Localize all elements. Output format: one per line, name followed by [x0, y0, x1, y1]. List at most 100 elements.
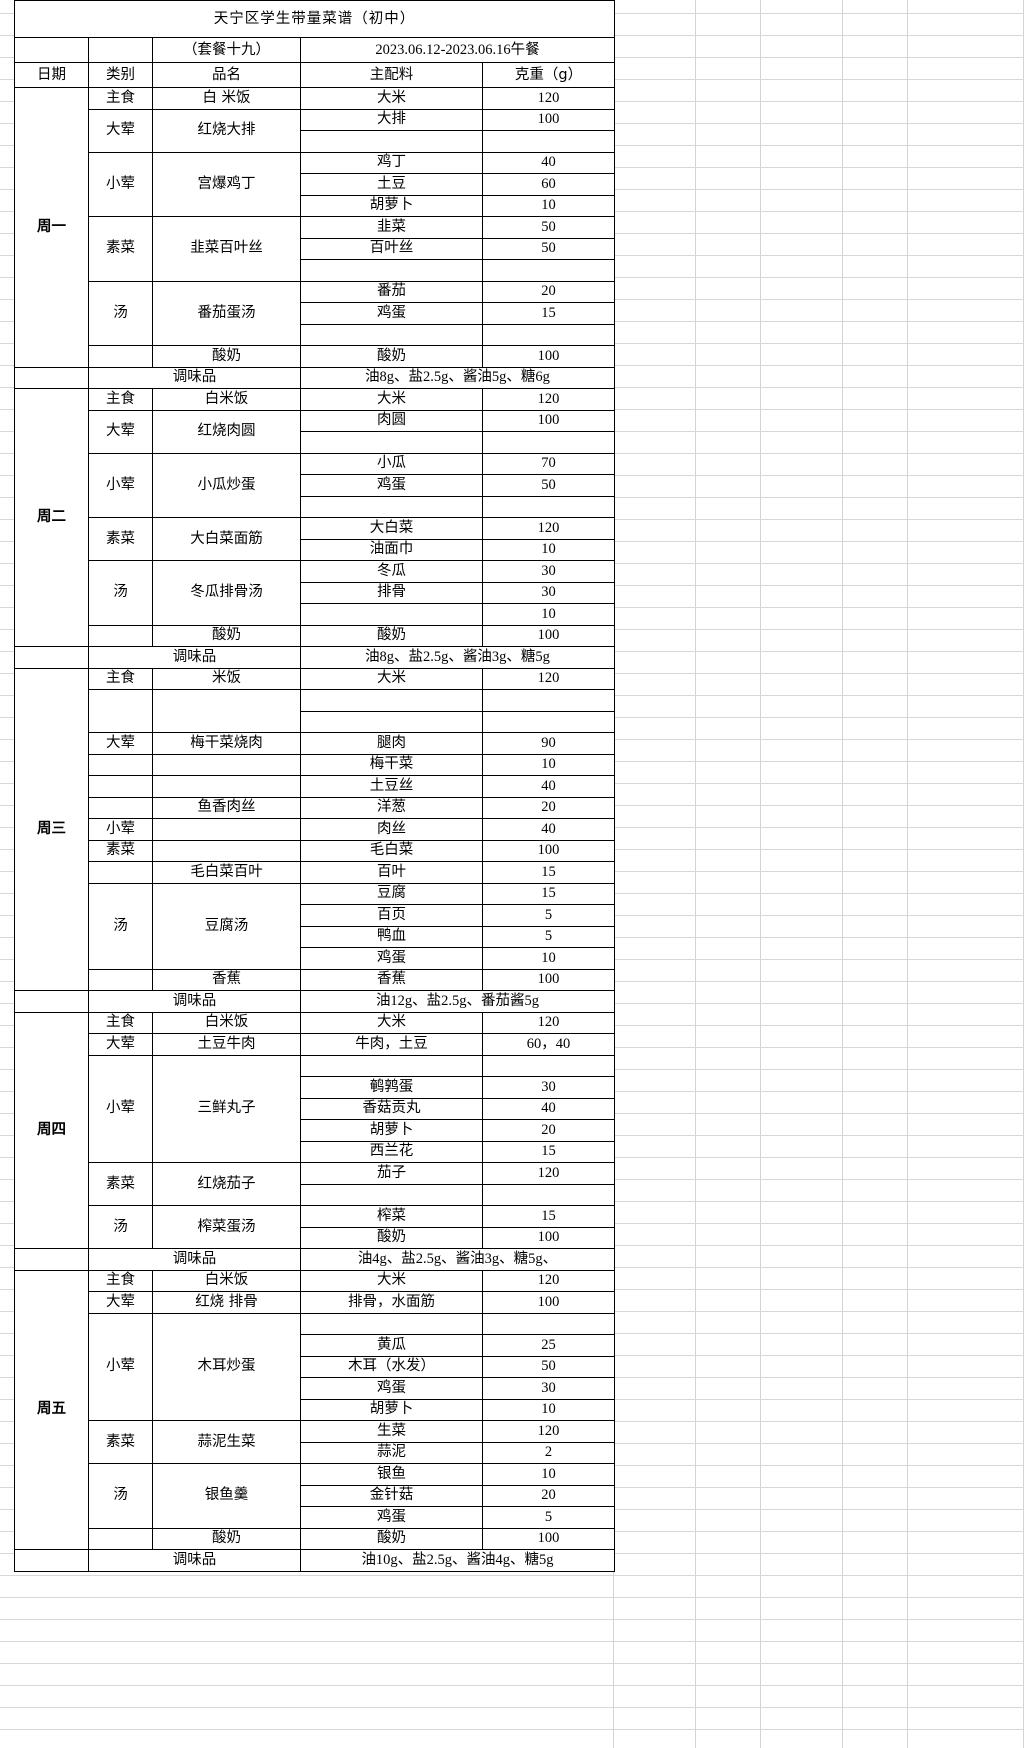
dish-name-cell: 酸奶: [152, 345, 301, 368]
table-row: 周二 主食 白米饭 大米 120: [14, 388, 616, 647]
category-cell: [88, 968, 153, 991]
category-cell: 大荤: [88, 409, 153, 454]
table-row: 大荤 红烧大排 大排 100: [15, 108, 616, 153]
ingredient-cell: [300, 603, 483, 626]
category-cell: 小荤: [88, 151, 153, 217]
dish-name-cell: 红烧 排骨: [152, 1291, 301, 1314]
table-row: 日期 类别 品名 主配料 克重（g）: [14, 62, 616, 88]
weight-cell: 100: [481, 624, 616, 647]
ingredient-cell: 大米: [300, 388, 483, 411]
table-row: 素菜 毛白菜 100: [15, 839, 616, 862]
weight-cell: [481, 1312, 616, 1335]
ingredient-cell: 大白菜: [300, 517, 483, 540]
ingredient-cell: 鸡蛋: [300, 947, 483, 970]
ingredient-cell: 豆腐: [300, 882, 483, 905]
category-cell: 小荤: [88, 1054, 153, 1163]
ingredient-cell: 蒜泥: [300, 1441, 483, 1464]
ingredient-cell: 鸡蛋: [300, 302, 483, 325]
ingredient-cell: 大米: [300, 87, 483, 110]
day-label-5: 周五: [14, 1269, 89, 1550]
table-row: 汤豆腐汤 豆腐 15: [15, 882, 616, 970]
table-row: 鸡蛋 50: [15, 474, 616, 497]
table-row: 酸奶 酸奶 100: [15, 1527, 616, 1550]
weight-cell: 100: [481, 1527, 616, 1550]
weight-cell: 15: [481, 302, 616, 325]
weight-cell: 10: [481, 538, 616, 561]
ingredient-cell: 大米: [300, 1269, 483, 1292]
gridline-horizontal: [0, 1729, 1024, 1730]
ingredient-cell: 金针菇: [300, 1484, 483, 1507]
dish-name-cell: 宫爆鸡丁: [152, 151, 301, 217]
category-cell: 汤: [88, 1463, 153, 1529]
category-cell: 小荤: [88, 818, 153, 841]
weight-cell: 100: [481, 108, 616, 131]
gridline-horizontal: [0, 1641, 1024, 1642]
ingredient-cell: 胡萝卜: [300, 1398, 483, 1421]
table-row: 天宁区学生带量菜谱（初中）: [13, 0, 616, 38]
column-header-date: 日期: [14, 62, 89, 88]
table-row: [15, 259, 616, 282]
seasoning-label: 调味品: [88, 1248, 301, 1271]
weight-cell: [481, 431, 616, 454]
day-label-3: 周三: [14, 667, 89, 991]
category-cell: [88, 345, 153, 368]
weight-cell: 120: [481, 87, 616, 110]
dish-name-cell: 梅干菜烧肉: [152, 732, 301, 755]
menu-table-container: 天宁区学生带量菜谱（初中） （套餐十九） 2023.06.12-2023.06.16…: [13, 0, 616, 1572]
weight-cell: 10: [481, 947, 616, 970]
table-row: 汤冬瓜排骨汤 冬瓜 30: [15, 560, 616, 626]
table-row: [15, 689, 616, 733]
ingredient-cell: 肉圆: [300, 409, 483, 432]
table-row: 大荤 土豆牛肉 牛肉，土豆 60，40: [15, 1033, 616, 1056]
seasoning-value: 油4g、盐2.5g、酱油3g、糖5g、: [299, 1248, 616, 1271]
menu-table: 天宁区学生带量菜谱（初中） （套餐十九） 2023.06.12-2023.06.16…: [13, 0, 616, 1572]
table-row: 酸奶 酸奶 100: [15, 624, 616, 647]
dish-name-cell: 米饭: [152, 667, 301, 690]
ingredient-cell: 番茄: [300, 280, 483, 303]
dish-name-cell: 白 米饭: [152, 87, 301, 110]
dish-name-cell: 红烧肉圆: [152, 409, 301, 454]
ingredient-cell: 大米: [300, 667, 483, 690]
table-row: [15, 130, 616, 153]
weight-cell: 10: [481, 603, 616, 626]
ingredient-cell: 鸡丁: [300, 151, 483, 174]
seasoning-row-date-spacer: [14, 366, 89, 389]
dish-name-cell: 香蕉: [152, 968, 301, 991]
weight-cell: 50: [481, 237, 616, 260]
category-cell: [88, 753, 153, 776]
table-row: 调味品 油10g、盐2.5g、酱油4g、糖5g: [14, 1549, 616, 1572]
category-cell: 大荤: [88, 1291, 153, 1314]
ingredient-cell: [300, 710, 483, 733]
ingredient-cell: 土豆丝: [300, 775, 483, 798]
table-row: 周四 主食 白米饭 大米 120: [14, 1011, 616, 1249]
weight-cell: 60: [481, 173, 616, 196]
weight-cell: 40: [481, 151, 616, 174]
category-cell: [88, 689, 153, 733]
gridline-horizontal: [0, 1685, 1024, 1686]
ingredient-cell: 牛肉，土豆: [300, 1033, 483, 1056]
dish-name-cell: 土豆牛肉: [152, 1033, 301, 1056]
ingredient-cell: 毛白菜: [300, 839, 483, 862]
weight-cell: 10: [481, 1463, 616, 1486]
category-cell: 素菜: [88, 839, 153, 862]
ingredient-cell: 酸奶: [300, 345, 483, 368]
table-row: 素菜 红烧茄子 茄子 120: [15, 1162, 616, 1206]
ingredient-cell: 酸奶: [300, 1226, 483, 1249]
table-row: [15, 710, 616, 733]
table-row: 汤番茄蛋汤 番茄 20: [15, 280, 616, 346]
weight-cell: 40: [481, 775, 616, 798]
category-cell: 小荤: [88, 1312, 153, 1421]
category-cell: 小荤: [88, 452, 153, 518]
subtitle-spacer: [14, 37, 89, 63]
seasoning-label: 调味品: [88, 366, 301, 389]
weight-cell: [481, 689, 616, 712]
category-cell: [88, 624, 153, 647]
table-row: 周一 主食白 米饭 大米 120: [14, 87, 616, 368]
gridline-horizontal: [0, 1619, 1024, 1620]
date-range-label: 2023.06.12-2023.06.16午餐: [299, 37, 616, 63]
weight-cell: 5: [481, 904, 616, 927]
weight-cell: 120: [481, 1011, 616, 1034]
seasoning-value: 油8g、盐2.5g、酱油5g、糖6g: [299, 366, 616, 389]
category-cell: [88, 861, 153, 884]
dish-name-cell: 榨菜蛋汤: [152, 1205, 301, 1249]
